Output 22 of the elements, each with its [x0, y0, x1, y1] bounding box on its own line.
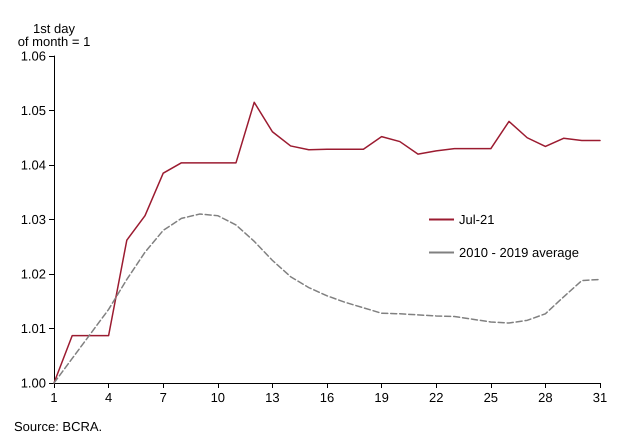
- y-tick-label: 1.00: [20, 376, 46, 390]
- legend-label: 2010 - 2019 average: [459, 245, 579, 260]
- source-note: Source: BCRA.: [14, 419, 102, 434]
- y-tick-label: 1.06: [20, 48, 46, 64]
- x-tick-label: 19: [374, 390, 389, 405]
- x-tick-label: 1: [50, 390, 58, 405]
- y-axis-title: 1st day of month = 1: [18, 21, 90, 49]
- y-tick-label: 1.01: [20, 321, 46, 336]
- x-tick-label: 7: [160, 390, 167, 405]
- y-tick-label: 1.02: [20, 266, 46, 282]
- y-tick-label: 1.03: [20, 212, 46, 227]
- x-tick-label: 16: [320, 390, 334, 405]
- x-tick-label: 10: [210, 390, 226, 405]
- x-tick-label: 22: [428, 390, 444, 405]
- x-tick-label: 31: [592, 390, 608, 405]
- x-tick-label: 25: [484, 390, 498, 405]
- legend-label: Jul-21: [459, 212, 494, 227]
- y-tick-label: 1.04: [20, 158, 46, 172]
- x-tick-label: 13: [265, 390, 280, 405]
- y-tick-label: 1.05: [20, 103, 46, 118]
- x-tick-label: 28: [538, 390, 553, 405]
- x-tick-label: 4: [104, 390, 112, 405]
